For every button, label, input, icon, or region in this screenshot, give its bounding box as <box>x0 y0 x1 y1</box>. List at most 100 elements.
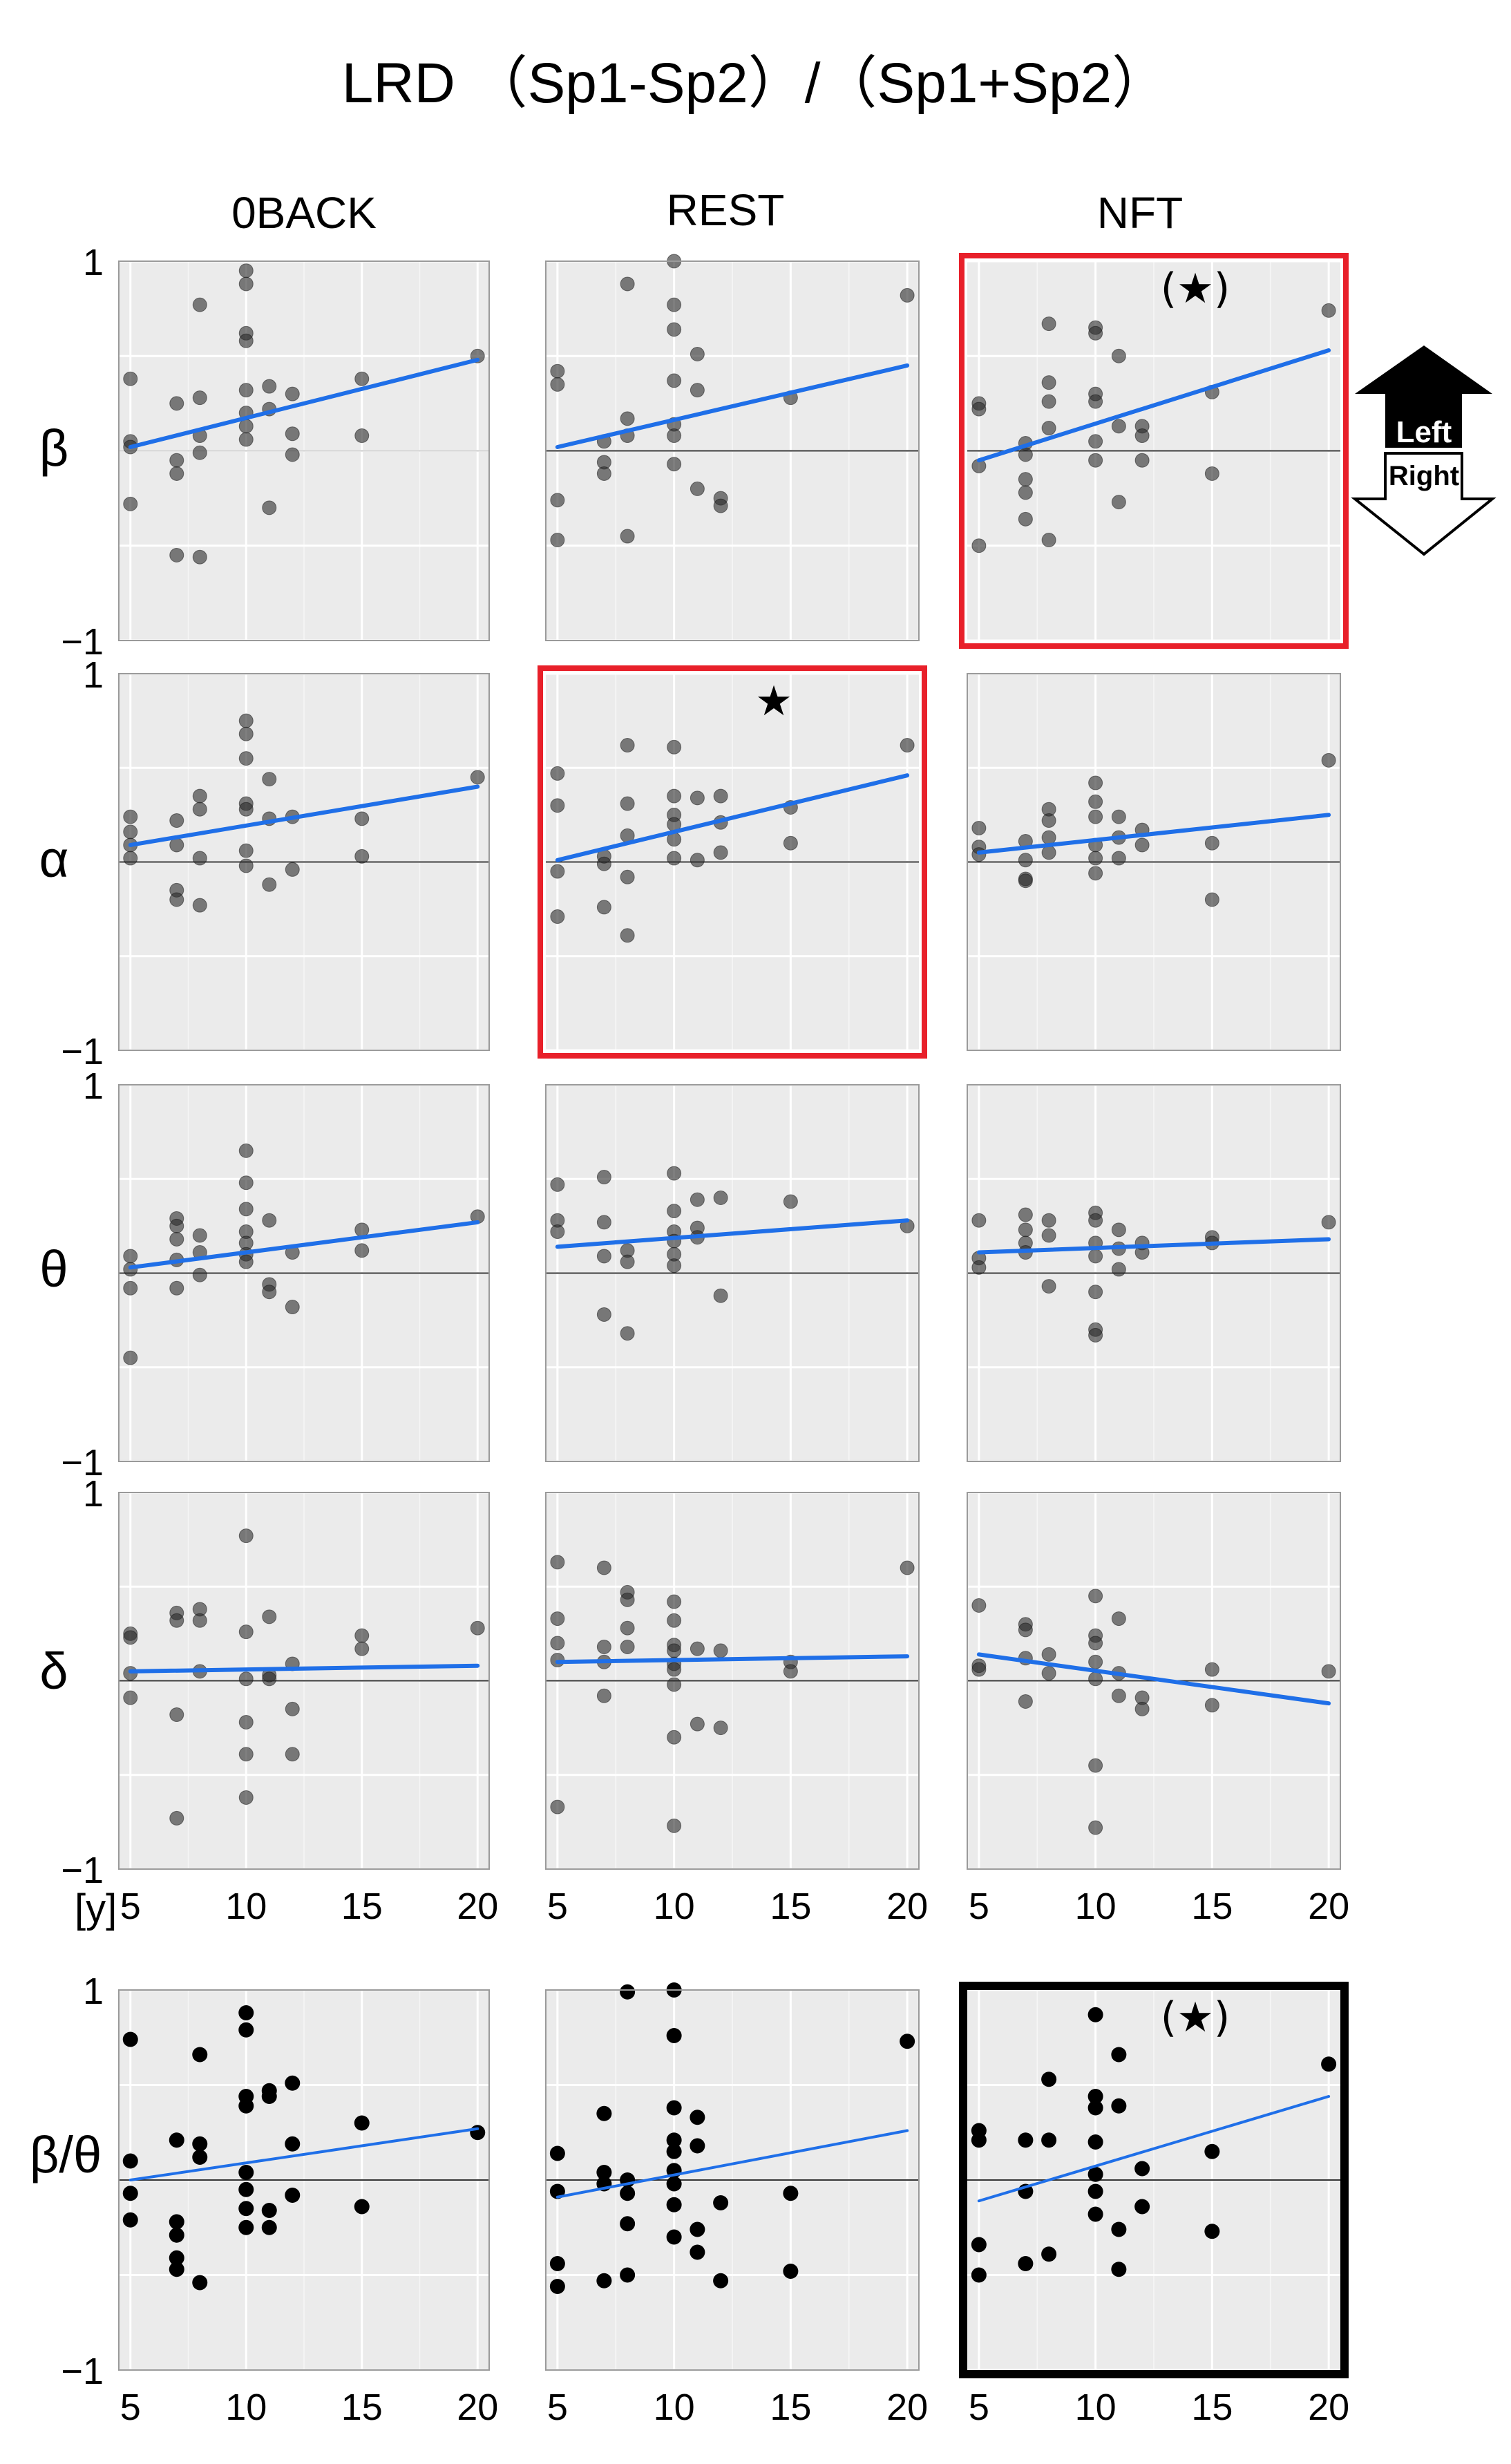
data-point <box>550 1177 565 1192</box>
data-point <box>192 802 207 817</box>
data-point <box>238 802 254 817</box>
data-point <box>690 1192 705 1207</box>
data-point <box>238 1624 254 1640</box>
data-point <box>285 426 300 442</box>
data-point <box>1018 511 1033 527</box>
data-point <box>783 2186 799 2201</box>
data-point <box>620 1326 635 1341</box>
data-point <box>713 498 728 513</box>
y-tick-label: 1 <box>83 1065 104 1107</box>
data-point <box>169 1707 184 1723</box>
data-point <box>550 1224 565 1240</box>
data-point <box>620 1639 635 1654</box>
data-point <box>666 2100 682 2116</box>
data-point <box>550 363 565 379</box>
data-point <box>470 770 485 785</box>
data-point <box>123 496 138 511</box>
band-label-theta: θ <box>39 1240 68 1298</box>
x-tick-label: 5 <box>120 2387 141 2428</box>
data-point <box>1204 2224 1220 2239</box>
data-point <box>169 1218 184 1233</box>
data-point <box>1321 2056 1337 2072</box>
data-point <box>549 2256 565 2271</box>
data-point <box>1134 837 1150 853</box>
data-point <box>1088 794 1103 809</box>
data-point <box>1018 447 1033 462</box>
data-point <box>192 2136 208 2152</box>
data-point <box>1088 1636 1103 1651</box>
data-point <box>550 766 565 781</box>
column-headers: 0BACK REST NFT <box>231 185 1183 238</box>
data-point <box>667 851 682 866</box>
data-point <box>1111 2221 1127 2237</box>
data-point <box>666 2028 682 2043</box>
x-axis-unit: [y] <box>75 1886 117 1931</box>
data-point <box>550 1799 565 1814</box>
data-point <box>123 1249 138 1264</box>
panel-rest-1: ★ <box>538 665 927 1059</box>
data-point <box>122 2153 138 2169</box>
data-point <box>596 900 611 915</box>
data-point <box>1088 1671 1103 1687</box>
panel-border <box>545 260 920 641</box>
data-point <box>238 263 254 278</box>
data-point <box>550 798 565 813</box>
data-point <box>620 1254 635 1269</box>
panel-nft-2 <box>967 1083 1341 1463</box>
data-point <box>620 796 635 811</box>
data-point <box>285 2075 301 2091</box>
data-point <box>1088 866 1103 881</box>
data-point <box>550 864 565 879</box>
data-point <box>354 1641 370 1656</box>
panel-border <box>967 673 1341 1051</box>
data-point <box>971 2237 987 2253</box>
data-point <box>713 788 728 804</box>
data-point <box>123 1280 138 1296</box>
data-point <box>354 811 370 826</box>
data-point <box>238 1528 254 1544</box>
data-point <box>1204 835 1219 851</box>
significance-star: (★) <box>1161 1993 1230 2042</box>
data-point <box>1087 2206 1103 2222</box>
x-tick-label: 15 <box>1191 2387 1233 2428</box>
data-point <box>1041 845 1056 860</box>
y-tick-label: −1 <box>61 1031 104 1072</box>
data-point <box>192 851 207 866</box>
data-point <box>713 1288 728 1303</box>
x-tick-label: 10 <box>225 1886 267 1927</box>
data-point <box>238 2181 254 2197</box>
data-point <box>690 853 705 868</box>
data-point <box>1018 485 1033 500</box>
data-point <box>666 2229 682 2245</box>
data-point <box>690 2110 705 2125</box>
regression-line <box>976 1652 1331 1706</box>
data-point <box>1088 1285 1103 1300</box>
data-point <box>596 1560 611 1575</box>
data-point <box>1088 1820 1103 1835</box>
panel-nft-3: 5 10 15 20 <box>967 1491 1349 1927</box>
data-point <box>192 549 207 565</box>
data-point <box>1204 2143 1220 2159</box>
data-point <box>783 1194 798 1209</box>
data-point <box>900 2034 915 2049</box>
data-point <box>1018 2132 1034 2148</box>
data-point <box>620 869 635 884</box>
data-point <box>1041 813 1056 828</box>
data-point <box>238 1790 254 1805</box>
data-point <box>1111 809 1126 824</box>
data-point <box>690 2138 705 2154</box>
data-point <box>238 1747 254 1762</box>
data-point <box>1041 2072 1057 2087</box>
data-point <box>713 2195 729 2210</box>
data-point <box>169 396 184 411</box>
right-arrow-icon <box>1351 452 1496 556</box>
panel-border <box>967 1084 1341 1462</box>
data-point <box>783 1664 798 1679</box>
data-point <box>285 1747 300 1762</box>
regression-line <box>128 357 480 450</box>
data-point <box>238 1671 254 1687</box>
data-point <box>1111 419 1126 434</box>
data-point <box>690 2244 705 2260</box>
data-point <box>620 2267 636 2283</box>
left-arrow-icon <box>1355 345 1492 448</box>
